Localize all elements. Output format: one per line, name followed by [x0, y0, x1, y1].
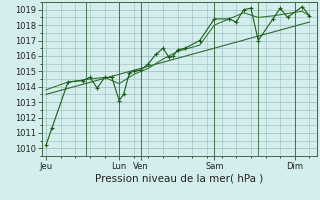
X-axis label: Pression niveau de la mer( hPa ): Pression niveau de la mer( hPa ) — [95, 173, 263, 183]
